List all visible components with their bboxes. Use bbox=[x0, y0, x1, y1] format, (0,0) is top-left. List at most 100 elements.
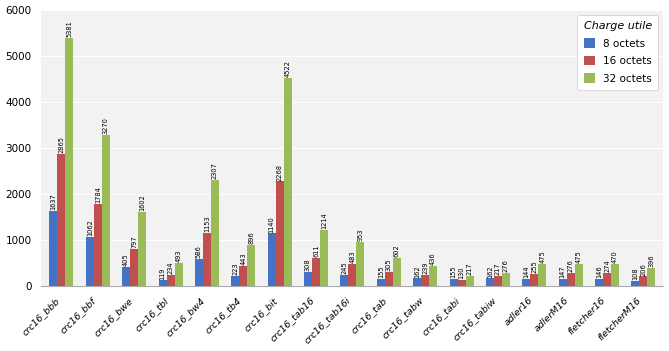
Bar bbox=[413, 278, 421, 286]
Bar bbox=[268, 233, 276, 286]
Bar bbox=[357, 242, 365, 286]
Text: 206: 206 bbox=[640, 263, 646, 276]
Legend: 8 octets, 16 octets, 32 octets: 8 octets, 16 octets, 32 octets bbox=[577, 15, 658, 90]
Bar bbox=[86, 237, 94, 286]
Bar bbox=[502, 273, 510, 286]
Text: 3270: 3270 bbox=[103, 118, 109, 134]
Text: 119: 119 bbox=[159, 267, 165, 279]
Text: 611: 611 bbox=[313, 244, 319, 257]
Bar bbox=[349, 264, 357, 286]
Bar bbox=[494, 276, 502, 286]
Text: 308: 308 bbox=[305, 258, 311, 271]
Bar bbox=[167, 275, 175, 286]
Bar bbox=[522, 279, 531, 286]
Text: 245: 245 bbox=[341, 261, 347, 274]
Bar bbox=[102, 135, 110, 286]
Text: 5381: 5381 bbox=[66, 20, 72, 37]
Text: 1637: 1637 bbox=[50, 193, 56, 210]
Bar bbox=[50, 211, 58, 286]
Text: 276: 276 bbox=[568, 260, 574, 272]
Text: 108: 108 bbox=[632, 267, 638, 280]
Text: 896: 896 bbox=[248, 231, 254, 244]
Bar bbox=[458, 280, 466, 286]
Text: 953: 953 bbox=[357, 229, 363, 241]
Bar bbox=[648, 268, 656, 286]
Bar bbox=[195, 259, 203, 286]
Text: 162: 162 bbox=[487, 265, 493, 278]
Text: 155: 155 bbox=[450, 265, 456, 278]
Bar bbox=[240, 266, 248, 286]
Bar bbox=[122, 267, 130, 286]
Text: 234: 234 bbox=[167, 261, 173, 274]
Text: 155: 155 bbox=[378, 265, 384, 278]
Bar bbox=[486, 278, 494, 286]
Text: 475: 475 bbox=[539, 250, 545, 263]
Bar bbox=[531, 274, 539, 286]
Bar bbox=[320, 230, 328, 286]
Bar bbox=[159, 280, 167, 286]
Bar bbox=[539, 264, 547, 286]
Bar bbox=[393, 258, 401, 286]
Text: 1140: 1140 bbox=[269, 216, 275, 232]
Text: 1062: 1062 bbox=[87, 219, 93, 236]
Text: 797: 797 bbox=[131, 236, 137, 248]
Bar bbox=[377, 279, 385, 286]
Text: 2268: 2268 bbox=[277, 164, 283, 180]
Text: 396: 396 bbox=[648, 254, 654, 267]
Bar bbox=[632, 281, 640, 286]
Bar bbox=[595, 279, 603, 286]
Bar bbox=[466, 276, 474, 286]
Bar bbox=[559, 279, 567, 286]
Text: 239: 239 bbox=[422, 261, 428, 274]
Bar bbox=[284, 78, 292, 286]
Bar bbox=[203, 233, 211, 286]
Bar bbox=[450, 279, 458, 286]
Text: 276: 276 bbox=[503, 260, 509, 272]
Text: 586: 586 bbox=[196, 245, 202, 258]
Bar bbox=[231, 276, 240, 286]
Text: 223: 223 bbox=[232, 262, 238, 275]
Text: 443: 443 bbox=[240, 252, 246, 265]
Text: 1214: 1214 bbox=[321, 212, 327, 229]
Text: 130: 130 bbox=[458, 266, 464, 279]
Text: 305: 305 bbox=[386, 258, 392, 271]
Text: 475: 475 bbox=[576, 250, 581, 263]
Bar bbox=[248, 245, 256, 286]
Bar bbox=[276, 181, 284, 286]
Bar bbox=[175, 263, 183, 286]
Text: 1602: 1602 bbox=[139, 194, 145, 211]
Bar bbox=[94, 204, 102, 286]
Text: 4522: 4522 bbox=[285, 60, 290, 77]
Text: 255: 255 bbox=[531, 260, 537, 273]
Text: 483: 483 bbox=[349, 250, 355, 263]
Text: 1153: 1153 bbox=[204, 215, 210, 232]
Bar bbox=[341, 275, 349, 286]
Text: 2865: 2865 bbox=[58, 136, 64, 153]
Bar bbox=[567, 273, 575, 286]
Bar bbox=[58, 154, 66, 286]
Bar bbox=[421, 275, 429, 286]
Text: 405: 405 bbox=[123, 254, 129, 266]
Bar bbox=[66, 38, 74, 286]
Text: 217: 217 bbox=[466, 263, 472, 275]
Text: 147: 147 bbox=[560, 266, 566, 278]
Bar bbox=[385, 272, 393, 286]
Text: 436: 436 bbox=[430, 252, 436, 265]
Text: 470: 470 bbox=[612, 251, 618, 263]
Text: 217: 217 bbox=[495, 263, 501, 275]
Text: 274: 274 bbox=[604, 260, 610, 272]
Text: 146: 146 bbox=[596, 266, 602, 278]
Text: 162: 162 bbox=[414, 265, 420, 278]
Bar bbox=[640, 277, 648, 286]
Bar bbox=[130, 249, 138, 286]
Text: 144: 144 bbox=[523, 266, 529, 278]
Bar bbox=[611, 264, 619, 286]
Text: 2307: 2307 bbox=[212, 162, 218, 179]
Text: 602: 602 bbox=[394, 245, 400, 257]
Text: 1784: 1784 bbox=[95, 186, 101, 203]
Text: 493: 493 bbox=[175, 250, 181, 262]
Bar bbox=[603, 273, 611, 286]
Bar bbox=[312, 258, 320, 286]
Bar bbox=[211, 180, 219, 286]
Bar bbox=[575, 264, 583, 286]
